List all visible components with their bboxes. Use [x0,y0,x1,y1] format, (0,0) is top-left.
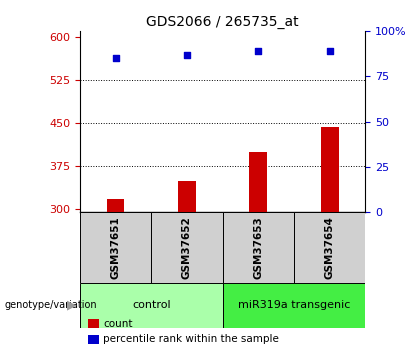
Bar [107,199,124,212]
Point [326,48,333,54]
Point [112,56,119,61]
Bar [223,212,294,283]
Bar [80,283,223,328]
Text: GSM37652: GSM37652 [182,216,192,279]
Bar [223,283,365,328]
Text: ▶: ▶ [67,299,77,312]
Text: GSM37654: GSM37654 [325,216,335,279]
Text: genotype/variation: genotype/variation [4,300,97,310]
Point [255,48,262,54]
Bar [294,212,365,283]
Bar [178,180,196,212]
Bar [151,212,223,283]
Title: GDS2066 / 265735_at: GDS2066 / 265735_at [146,14,299,29]
Point [184,52,190,57]
Text: GSM37651: GSM37651 [110,216,121,279]
Text: count: count [103,319,132,329]
Text: GSM37653: GSM37653 [253,216,263,279]
Bar [321,127,339,212]
Bar [249,152,267,212]
Bar [80,212,151,283]
Text: percentile rank within the sample: percentile rank within the sample [103,335,279,344]
Text: miR319a transgenic: miR319a transgenic [238,300,350,310]
Text: control: control [132,300,171,310]
